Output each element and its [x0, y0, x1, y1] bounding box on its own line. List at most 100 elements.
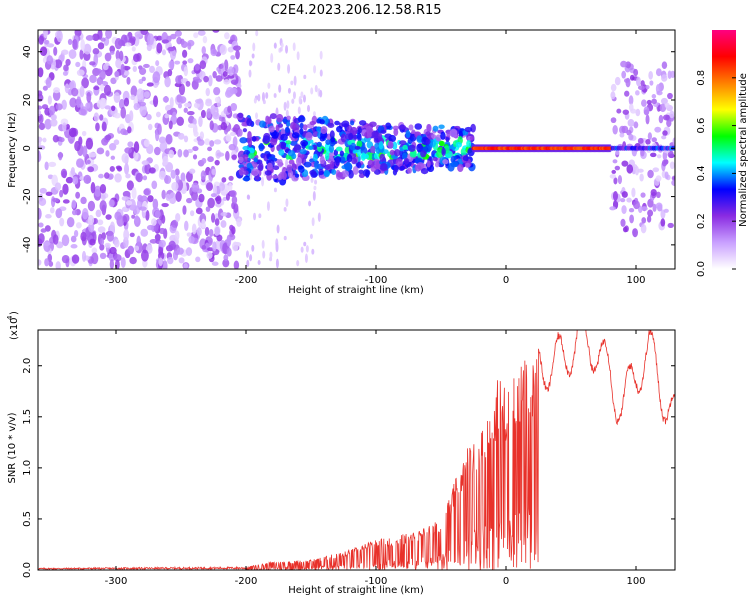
spectrogram-blob	[278, 149, 285, 156]
spectrogram-blob	[93, 217, 98, 225]
spectrogram-blob	[280, 133, 288, 141]
spectrogram-blob	[192, 146, 199, 152]
spectrogram-blob	[610, 117, 617, 124]
spectrogram-blob	[158, 257, 163, 267]
spectrogram-blob	[645, 138, 651, 145]
spectrogram-blob	[38, 233, 45, 244]
spectrogram-blob	[145, 209, 150, 221]
spectrogram-blob	[311, 217, 315, 227]
spectrogram-blob	[111, 105, 116, 112]
spectrogram-blob	[441, 147, 446, 157]
spectrogram-blob	[70, 167, 75, 176]
spectrogram-blob	[655, 68, 662, 77]
spectrogram-blob	[80, 231, 87, 242]
spectrogram-blob	[658, 114, 664, 124]
spectrogram-blob	[238, 156, 244, 164]
spectrogram-blob	[629, 214, 634, 224]
spectrogram-blob	[104, 172, 110, 179]
spectrogram-blob	[65, 176, 74, 184]
snr-x-tick-label: -200	[235, 576, 258, 587]
spectrogram-blob	[187, 42, 192, 50]
spectrogram-blob	[161, 189, 166, 200]
spectrogram-blob	[54, 182, 62, 191]
spectrogram-blob	[197, 30, 206, 36]
spectrogram-blob	[620, 218, 626, 227]
spectrogram-blob	[440, 131, 446, 140]
spectrogram-blob	[329, 130, 335, 139]
spectrogram-blob	[414, 123, 423, 130]
spectrogram-blob	[318, 168, 324, 176]
spectrogram-blob	[228, 143, 236, 151]
spectrogram-blob	[270, 137, 278, 146]
colorbar-tick-label: 0.4	[696, 165, 707, 181]
spectrogram-blob	[230, 79, 239, 85]
spectrogram-blob	[398, 124, 407, 130]
spectrogram-blob	[251, 170, 258, 176]
spectrogram-blob	[241, 121, 247, 127]
spectrogram-blob	[358, 169, 364, 175]
spectrogram-blob	[626, 164, 634, 174]
spectrogram-blob	[237, 128, 243, 137]
spectrogram-blob	[348, 132, 354, 141]
spectrogram-blob	[438, 140, 444, 147]
spectrogram-blob	[140, 228, 149, 237]
spectrogram-blob	[370, 145, 376, 154]
spectrogram-blob	[407, 138, 413, 145]
spectrogram-blob	[233, 45, 241, 51]
spectrogram-blob	[174, 168, 180, 176]
spectrogram-blob	[425, 131, 431, 137]
spectrogram-blob	[116, 166, 123, 172]
spectrogram-blob	[314, 160, 319, 170]
spectrogram-blob	[76, 158, 84, 168]
spectrogram-blob	[641, 217, 647, 224]
spectrogram-blob	[146, 44, 152, 52]
spectrogram-blob	[75, 61, 81, 68]
spectrogram-blob	[621, 160, 629, 167]
spectrogram-blob	[230, 55, 236, 60]
spectrogram-blob	[181, 41, 188, 49]
spectrogram-blob	[325, 139, 331, 146]
spectrogram-blob	[661, 159, 668, 167]
spectrogram-blob	[285, 140, 292, 145]
spectrogram-blob	[210, 193, 218, 198]
spectrogram-blob	[130, 85, 138, 97]
spectrogram-blob	[146, 114, 152, 121]
spectrogram-blob	[354, 145, 361, 150]
spectrogram-blob	[640, 80, 645, 87]
spectrogram-blob	[199, 60, 207, 70]
snr-x-tick-label: -300	[105, 576, 128, 587]
spectrogram-blob	[155, 60, 160, 67]
spectrogram-blob	[314, 84, 318, 93]
spectrogram-x-tick-label: 100	[626, 275, 645, 286]
spectrogram-blob	[616, 108, 622, 114]
spectrogram-blob	[248, 60, 252, 67]
spectrogram-blob	[187, 123, 196, 129]
spectrogram-blob	[38, 93, 44, 102]
spectrogram-blob	[214, 159, 220, 166]
spectrogram-blob	[323, 170, 330, 177]
spectrogram-blob	[261, 176, 265, 187]
spectrogram-blob	[109, 166, 115, 172]
spectrogram-blob	[167, 46, 176, 52]
spectrogram-blob	[207, 247, 214, 252]
spectrogram-blob	[435, 134, 442, 142]
spectrogram-blob	[633, 121, 639, 129]
spectrogram-blob	[212, 111, 220, 120]
spectrogram-blob	[442, 159, 449, 165]
spectrogram-blob	[277, 159, 283, 168]
spectrogram-blob	[206, 108, 212, 119]
spectrogram-blob	[262, 135, 270, 145]
spectrogram-blob	[346, 124, 353, 133]
spectrogram-blob	[307, 104, 311, 113]
spectrogram-blob	[170, 33, 177, 40]
spectrogram-blob	[206, 251, 213, 259]
colorbar-gradient	[712, 30, 736, 269]
spectrogram-blob	[225, 150, 230, 161]
spectrogram-blob	[171, 219, 179, 228]
spectrogram-blob	[175, 191, 182, 203]
spectrogram-blob	[191, 182, 200, 193]
spectrogram-blob	[643, 109, 650, 116]
spectrogram-blob	[645, 85, 650, 90]
spectrogram-blob	[637, 85, 645, 91]
spectrogram-blob	[229, 131, 236, 137]
